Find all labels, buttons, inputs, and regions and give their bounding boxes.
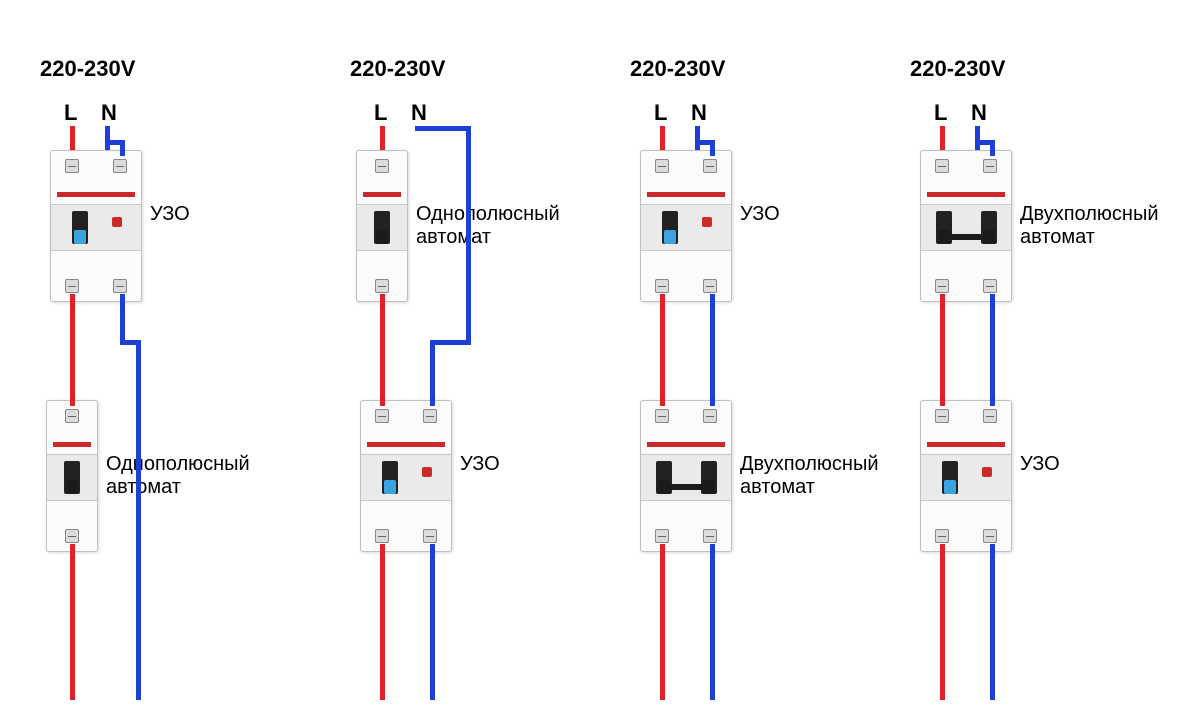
device-label: УЗО (150, 203, 190, 226)
n-out-top (120, 294, 125, 340)
l-label: L (654, 100, 667, 126)
n-jog-into-rcd (430, 340, 471, 345)
n-label: N (971, 100, 987, 126)
l-out-bottom (380, 544, 385, 700)
device-label: УЗО (740, 203, 780, 226)
n-bypass-top-down (466, 126, 471, 340)
rcd-device (50, 150, 142, 302)
device-label: УЗО (460, 453, 500, 476)
n-out-bottom (710, 544, 715, 700)
l-wire-mid (940, 294, 945, 406)
rcd-device (360, 400, 452, 552)
n-align-v (120, 140, 125, 156)
l-wire-mid (660, 294, 665, 406)
n-out-bottom (990, 544, 995, 700)
rcd-device (920, 400, 1012, 552)
mcb1-device (356, 150, 408, 302)
n-align-v (990, 140, 995, 156)
voltage-header: 220-230V (40, 56, 135, 82)
n-bypass-down (136, 340, 141, 700)
n-top-h (415, 126, 471, 131)
l-out-bottom (660, 544, 665, 700)
voltage-header: 220-230V (350, 56, 445, 82)
n-out-bottom (430, 544, 435, 700)
n-label: N (691, 100, 707, 126)
l-wire-mid (380, 294, 385, 406)
mcb2-device (920, 150, 1012, 302)
n-wire-mid (710, 294, 715, 406)
device-label: УЗО (1020, 453, 1060, 476)
rcd-device (640, 150, 732, 302)
n-wire-mid (990, 294, 995, 406)
device-label: Однополюсныйавтомат (416, 203, 560, 249)
n-label: N (411, 100, 427, 126)
l-wire-mid (70, 294, 75, 406)
l-out-bottom (70, 544, 75, 700)
voltage-header: 220-230V (910, 56, 1005, 82)
l-label: L (934, 100, 947, 126)
n-into-rcd (430, 340, 435, 406)
n-label: N (101, 100, 117, 126)
device-label: Двухполюсныйавтомат (1020, 203, 1159, 249)
device-label: Однополюсныйавтомат (106, 453, 250, 499)
voltage-header: 220-230V (630, 56, 725, 82)
l-out-bottom (940, 544, 945, 700)
device-label: Двухполюсныйавтомат (740, 453, 879, 499)
mcb2-device (640, 400, 732, 552)
mcb1-device (46, 400, 98, 552)
n-align-v (710, 140, 715, 156)
l-label: L (64, 100, 77, 126)
l-label: L (374, 100, 387, 126)
